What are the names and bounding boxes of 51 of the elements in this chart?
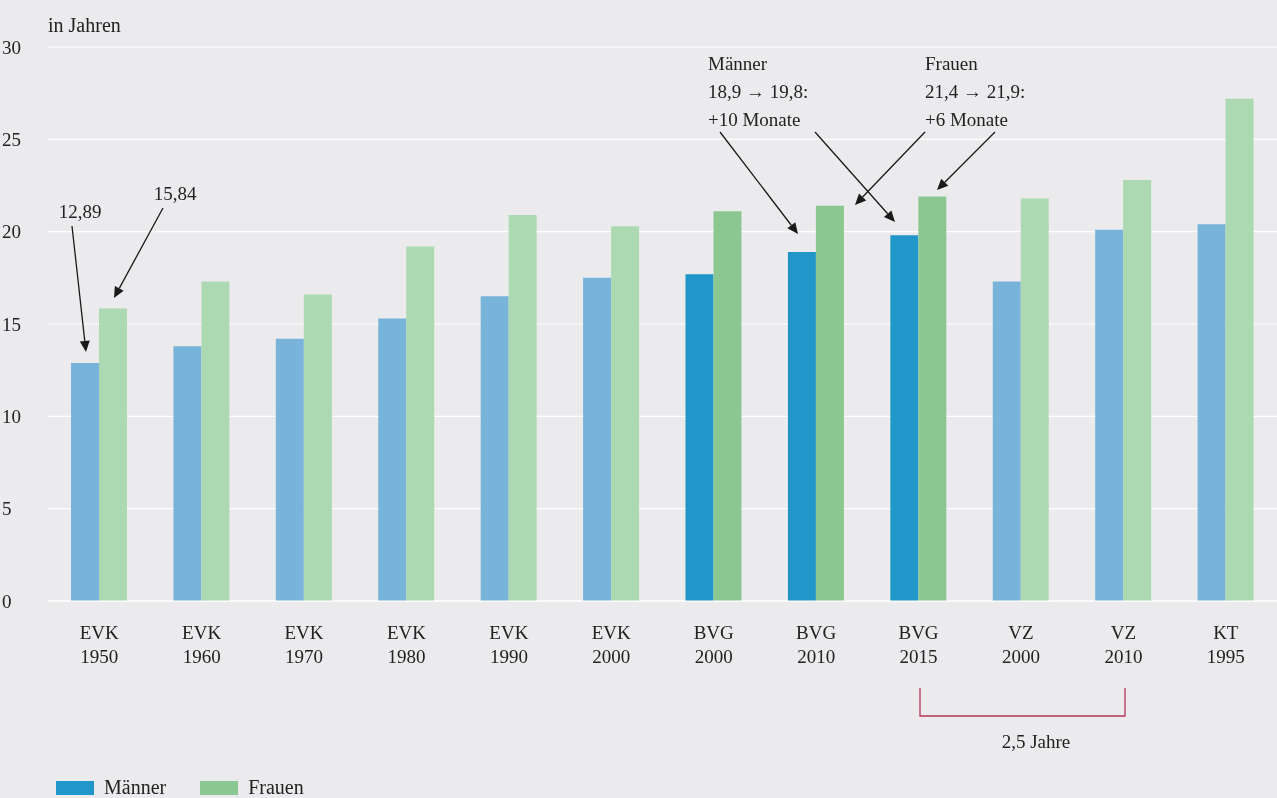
bar: [1020, 198, 1049, 601]
bar: [406, 246, 435, 601]
y-tick-label: 30: [2, 36, 21, 58]
annotation: Frauen 21,4 → 21,9: +6 Monate: [925, 53, 1026, 130]
annotation: 12,89: [58, 201, 102, 222]
x-tick-label: EVK 1950: [79, 622, 119, 667]
bar: [815, 205, 844, 601]
bar: [1123, 179, 1152, 601]
y-tick-label: 5: [2, 498, 12, 520]
bar: [611, 226, 640, 601]
y-tick-label: 25: [2, 129, 21, 151]
bar: [508, 215, 537, 601]
bar: [378, 318, 407, 601]
bar: [918, 196, 947, 601]
bar: [303, 294, 332, 601]
bar: [71, 362, 99, 601]
y-tick-label: 15: [2, 313, 21, 335]
y-axis-title: in Jahren: [48, 14, 121, 36]
annotation: 15,84: [153, 183, 197, 204]
bar: [685, 274, 714, 601]
x-tick-label: EVK 1990: [489, 622, 529, 667]
x-tick-label: EVK 1980: [386, 622, 427, 667]
bar: [787, 251, 816, 601]
bar: [992, 281, 1021, 601]
bar: [173, 346, 202, 601]
bar: [1197, 224, 1226, 601]
x-tick-label: KT 1995: [1206, 622, 1245, 667]
x-tick-label: VZ 2010: [1104, 622, 1143, 667]
x-tick-label: BVG 2000: [693, 622, 735, 667]
bar: [275, 338, 304, 601]
y-tick-label: 10: [2, 406, 21, 428]
text: 2,5 Jahre: [1001, 731, 1071, 752]
y-tick-label: 0: [2, 590, 12, 612]
bar: [713, 211, 742, 601]
x-tick-label: EVK 1970: [284, 622, 324, 667]
x-tick-label: EVK 1960: [182, 622, 222, 667]
bar: [1095, 229, 1124, 601]
x-tick-label: EVK 2000: [591, 622, 632, 667]
bar: [201, 281, 230, 601]
legend-label: Frauen: [248, 776, 304, 798]
bar: [583, 277, 612, 601]
bar: [99, 308, 127, 601]
bar: [1225, 98, 1254, 601]
legend-label: Männer: [104, 776, 167, 798]
x-tick-label: BVG 2010: [796, 622, 837, 667]
annotation: Männer 18,9 → 19,8: +10 Monate: [708, 53, 809, 130]
x-tick-label: VZ 2000: [1001, 622, 1040, 667]
y-tick-label: 20: [2, 221, 21, 243]
bar: [480, 296, 509, 601]
bar: [890, 235, 919, 601]
x-tick-label: BVG 2015: [898, 622, 939, 667]
